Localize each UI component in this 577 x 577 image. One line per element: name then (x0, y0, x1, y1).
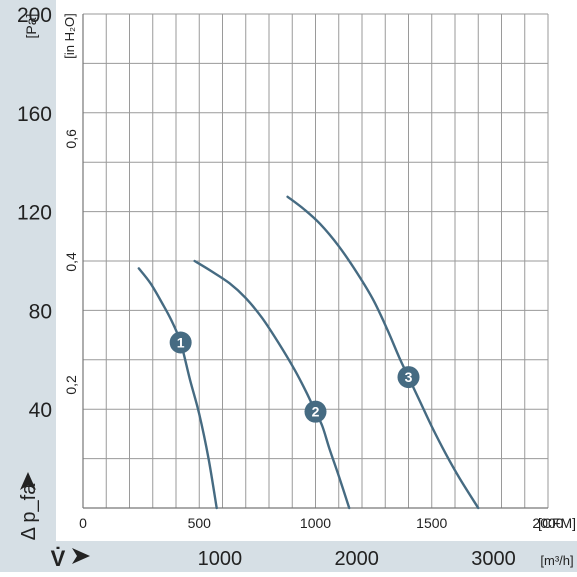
curves: 1 2 3 (137, 195, 480, 510)
x-unit-label-m3h: [m³/h] (540, 553, 573, 568)
x-tick-label-cfm: 1500 (416, 515, 447, 531)
x-tick-label-m3h: 3000 (471, 548, 516, 570)
curve-3 (286, 195, 480, 510)
y-axis-arrow-icon (20, 472, 36, 490)
y-tick-label-pa: 160 (17, 103, 52, 126)
y-tick-label-inh2o: 0,6 (63, 129, 79, 149)
x-axis-arrow-icon (72, 548, 90, 564)
y-tick-label-pa: 120 (17, 202, 52, 225)
y-unit-label-pa: [Pa] (23, 14, 39, 39)
y-unit-label-inh2o: [in H₂O] (62, 13, 77, 59)
x-tick-label-cfm: 500 (188, 515, 212, 531)
curve-badge-3 (397, 366, 420, 389)
y-tick-label-pa: 200 (17, 4, 52, 27)
curve-1 (137, 267, 218, 510)
x-tick-label-m3h: 2000 (334, 548, 379, 570)
curve-badge-1 (169, 331, 192, 354)
bottom-axis-band (0, 541, 577, 572)
x-tick-label-cfm: 1000 (300, 515, 331, 531)
curve-badge-2 (304, 400, 327, 423)
y-tick-label-inh2o: 0,2 (63, 375, 79, 395)
x-tick-label-cfm: 2000 (532, 515, 563, 531)
grid (82, 13, 549, 509)
y-tick-label-inh2o: 0,4 (63, 252, 79, 272)
y-tick-label-pa: 80 (29, 300, 52, 323)
x-unit-label-cfm: [CFM] (538, 515, 576, 531)
curve-badge-label-1: 1 (177, 335, 185, 351)
curve-badge-label-2: 2 (312, 404, 320, 420)
y-quantity-label: Δ p_fa (18, 483, 40, 541)
x-quantity-label: V̇ (51, 546, 66, 571)
y-tick-label-pa: 40 (29, 399, 52, 422)
x-tick-label-m3h: 1000 (198, 548, 243, 570)
x-tick-label-cfm: 0 (79, 515, 87, 531)
curve-badge-label-3: 3 (405, 369, 413, 385)
curve-2 (193, 259, 351, 510)
